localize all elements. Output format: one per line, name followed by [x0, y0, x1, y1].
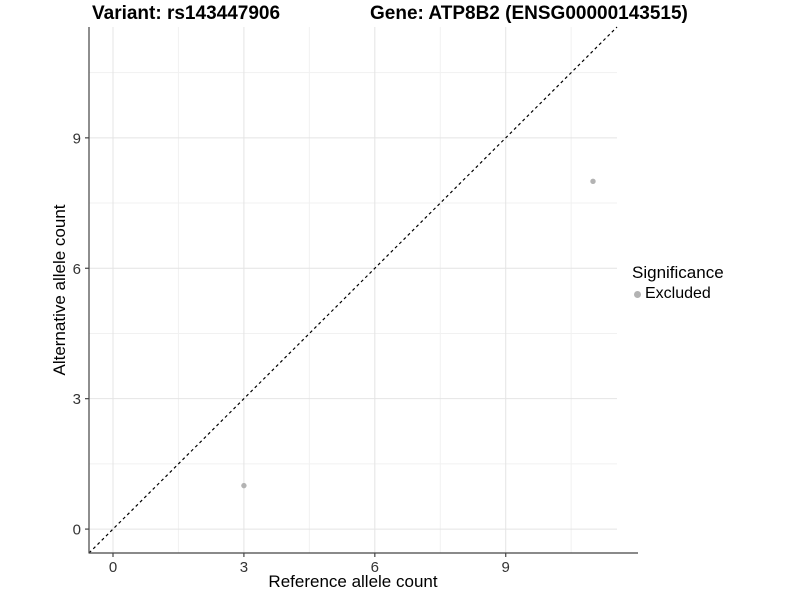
x-axis-title: Reference allele count: [268, 572, 438, 591]
y-tick-label: 0: [73, 522, 81, 539]
y-tick-label: 9: [73, 130, 81, 147]
legend-item-excluded: Excluded: [634, 285, 724, 303]
x-tick-label: 9: [502, 559, 510, 576]
y-axis-title: Alternative allele count: [50, 204, 69, 376]
y-tick-label: 6: [73, 261, 81, 278]
y-tick-label: 3: [73, 391, 81, 408]
x-tick-label: 3: [240, 559, 248, 576]
identity-line: [88, 26, 618, 554]
legend-key-dot: [634, 290, 641, 298]
x-tick-label: 0: [109, 559, 117, 576]
legend: Significance Excluded: [632, 262, 724, 303]
x-tick-label: 6: [371, 559, 379, 576]
plot-title-variant: Variant: rs143447906: [92, 3, 281, 24]
data-point: [241, 482, 247, 489]
data-point: [590, 178, 596, 185]
legend-item-label: Excluded: [645, 285, 711, 302]
plot-title-gene: Gene: ATP8B2 (ENSG00000143515): [370, 3, 688, 24]
legend-title: Significance: [632, 263, 724, 282]
